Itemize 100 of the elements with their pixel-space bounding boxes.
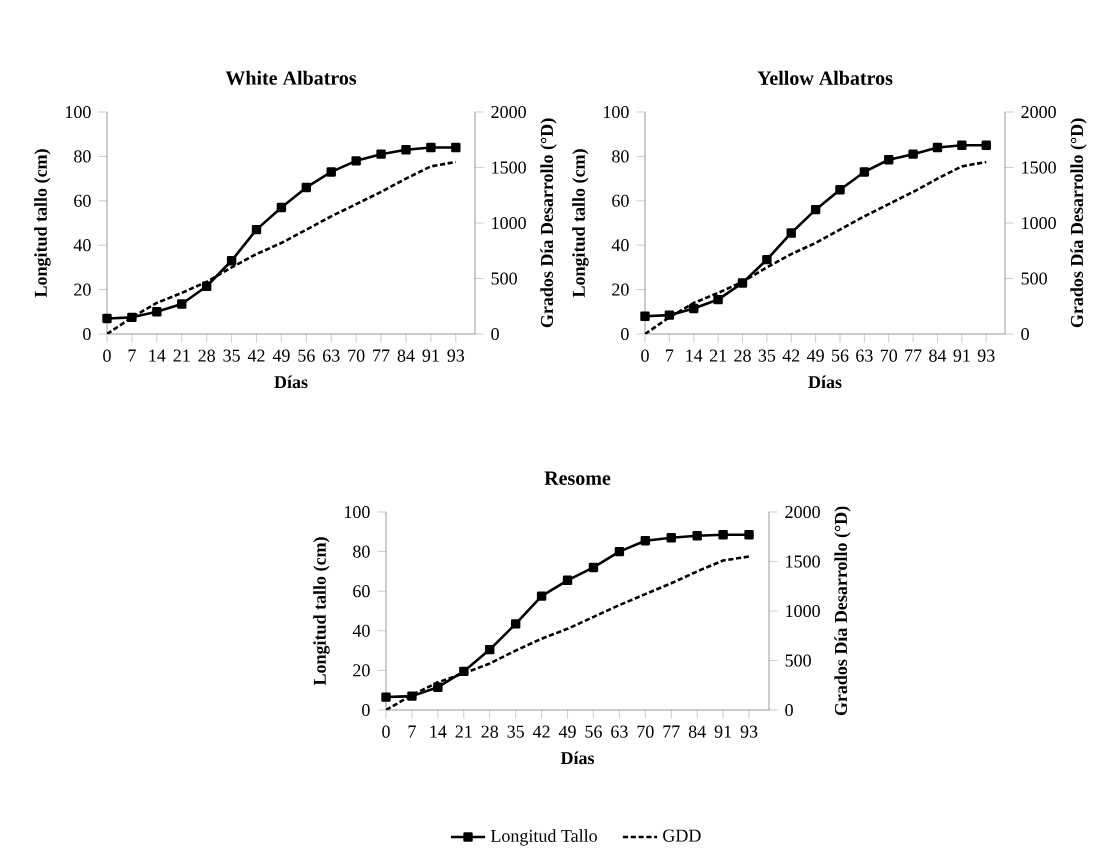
x-axis-title: Días <box>560 751 595 765</box>
x-tick-label: 84 <box>397 349 415 362</box>
x-tick-label: 49 <box>272 349 290 362</box>
y2-axis-title: Grados Día Desarrollo (°D) <box>540 118 557 328</box>
y2-axis-title: Grados Día Desarrollo (°D) <box>1070 118 1087 328</box>
y-tick-label: 0 <box>621 328 629 341</box>
x-tick-label: 91 <box>714 725 732 738</box>
point <box>640 311 650 322</box>
y-tick-label: 40 <box>611 239 629 252</box>
y-tick-label: 80 <box>353 545 370 558</box>
x-tick-label: 70 <box>880 349 898 362</box>
y2-tick-label: 1000 <box>786 605 820 618</box>
point <box>713 294 723 305</box>
y2-tick-label: 500 <box>1021 272 1047 285</box>
y2-tick-label: 1000 <box>1022 217 1056 230</box>
point <box>859 167 870 177</box>
x-tick-label: 77 <box>373 349 390 362</box>
x-tick-label: 49 <box>558 725 576 738</box>
y2-tick-label: 0 <box>1021 328 1029 341</box>
point <box>510 619 521 629</box>
x-tick-label: 7 <box>408 725 416 738</box>
chart-title: White Albatros <box>225 70 357 86</box>
x-tick-label: 63 <box>856 349 873 362</box>
y-tick-label: 20 <box>353 664 370 677</box>
point <box>376 149 386 159</box>
point <box>401 145 411 155</box>
x-tick-label: 28 <box>734 349 751 362</box>
x-tick-label: 93 <box>740 725 758 738</box>
x-tick-label: 7 <box>666 349 674 362</box>
point <box>692 531 702 541</box>
legend-label: Longitud Tallo <box>490 829 597 846</box>
y-tick-label: 100 <box>65 106 91 119</box>
chart-title: Resome <box>544 471 611 486</box>
y-tick-label: 80 <box>74 150 91 163</box>
point <box>786 228 796 238</box>
x-tick-label: 70 <box>348 349 365 362</box>
y-tick-label: 80 <box>612 150 629 163</box>
x-tick-label: 35 <box>758 349 776 362</box>
y2-tick-label: 500 <box>491 272 517 285</box>
point <box>451 142 461 153</box>
y2-tick-label: 2000 <box>491 106 526 119</box>
x-tick-label: 49 <box>806 349 824 362</box>
y2-axis-title: Grados Día Desarrollo (°D) <box>834 506 851 716</box>
y2-tick-label: 1500 <box>1022 161 1056 174</box>
point <box>835 185 845 195</box>
point <box>908 149 918 159</box>
point <box>251 225 262 235</box>
x-tick-label: 93 <box>977 349 995 362</box>
y-tick-label: 40 <box>352 624 370 637</box>
x-tick-label: 63 <box>611 725 628 738</box>
x-tick-label: 0 <box>641 349 649 362</box>
point <box>351 156 361 166</box>
y-tick-label: 60 <box>612 194 629 207</box>
legend-label: GDD <box>663 829 701 842</box>
point <box>102 313 112 324</box>
point <box>433 682 443 693</box>
x-tick-label: 91 <box>953 349 970 362</box>
x-axis-title: Días <box>274 375 308 389</box>
x-tick-label: 63 <box>323 349 340 362</box>
y-tick-label: 60 <box>74 194 91 207</box>
point <box>381 692 391 702</box>
point <box>640 536 651 546</box>
x-tick-label: 84 <box>929 349 947 362</box>
x-tick-label: 56 <box>832 349 849 362</box>
point <box>177 299 187 309</box>
point <box>226 256 237 266</box>
point <box>810 205 821 215</box>
x-tick-label: 21 <box>709 349 727 362</box>
y2-tick-label: 2000 <box>785 506 820 519</box>
point <box>744 530 754 540</box>
point <box>884 155 894 165</box>
y2-tick-label: 0 <box>491 328 499 341</box>
x-tick-label: 14 <box>430 725 447 738</box>
x-tick-label: 93 <box>447 349 465 362</box>
x-tick-label: 84 <box>688 725 706 738</box>
point <box>762 255 772 265</box>
x-tick-label: 28 <box>481 725 499 738</box>
x-tick-label: 91 <box>422 349 439 362</box>
x-axis-title: Días <box>808 375 842 389</box>
x-tick-label: 21 <box>173 349 190 362</box>
x-tick-label: 28 <box>198 349 215 362</box>
x-tick-label: 35 <box>223 349 240 362</box>
x-tick-label: 77 <box>905 349 922 362</box>
x-tick-label: 35 <box>507 725 524 738</box>
point <box>152 307 162 317</box>
y2-tick-label: 1000 <box>492 217 526 230</box>
point <box>426 142 436 153</box>
y-axis-title: Longitud tallo (cm) <box>572 149 589 298</box>
point <box>485 645 495 655</box>
point <box>689 303 699 314</box>
x-tick-label: 7 <box>128 349 136 362</box>
point <box>276 202 287 213</box>
y-tick-label: 0 <box>362 704 370 717</box>
point <box>326 167 336 177</box>
point <box>407 691 417 701</box>
x-tick-label: 42 <box>782 349 800 362</box>
y-tick-label: 20 <box>74 283 91 296</box>
y-tick-label: 100 <box>344 506 370 519</box>
x-tick-label: 56 <box>585 725 602 738</box>
y-tick-label: 20 <box>612 283 629 296</box>
